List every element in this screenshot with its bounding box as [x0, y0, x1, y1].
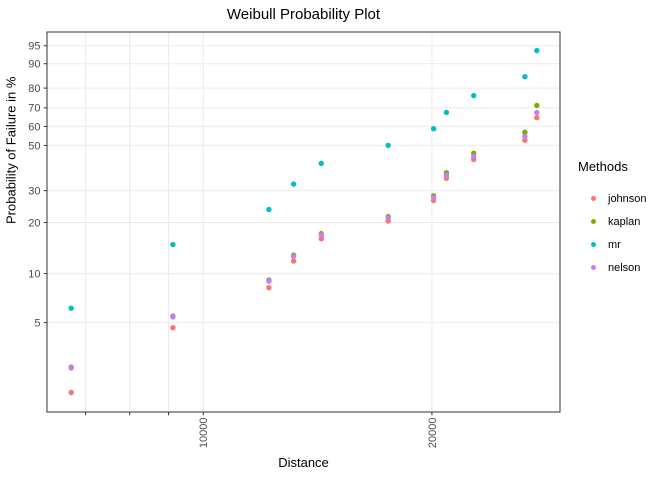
legend-items: johnson kaplan mr nelson	[578, 187, 647, 279]
y-tick-label: 70	[28, 103, 40, 115]
data-point-mr	[318, 160, 324, 167]
y-tick-label: 30	[28, 186, 40, 198]
legend-item-label: nelson	[608, 261, 641, 274]
data-point-mr	[385, 142, 391, 149]
legend-item-kaplan: kaplan	[578, 210, 647, 233]
data-point-nelson	[522, 133, 528, 140]
data-point-mr	[68, 305, 74, 311]
data-point-nelson	[290, 253, 297, 259]
data-point-mr	[471, 92, 477, 99]
data-point-mr	[266, 206, 272, 213]
data-point-nelson	[170, 314, 176, 320]
x-axis-title: Distance	[278, 455, 329, 470]
y-tick-label: 95	[28, 41, 40, 53]
y-tick-label: 20	[28, 217, 40, 229]
legend-item-nelson: nelson	[578, 256, 647, 279]
data-point-johnson	[534, 115, 540, 121]
data-point-mr	[534, 47, 540, 54]
data-point-mr	[522, 74, 528, 80]
legend-item-label: johnson	[608, 192, 647, 205]
x-tick-label: 20000	[427, 418, 439, 449]
data-point-johnson	[68, 389, 74, 396]
legend-item-label: mr	[608, 238, 621, 251]
data-point-johnson	[522, 137, 528, 143]
data-point-nelson	[471, 153, 477, 160]
legend-title: Methods	[578, 159, 628, 174]
data-point-johnson	[290, 258, 297, 264]
legend: Methods johnson kaplan mr nelson	[578, 159, 647, 279]
data-point-johnson	[170, 325, 176, 331]
chart-title: Weibull Probability Plot	[226, 6, 381, 23]
legend-point-icon	[591, 242, 596, 247]
legend-item-johnson: johnson	[578, 187, 647, 210]
data-point-mr	[443, 109, 450, 116]
data-point-nelson	[443, 172, 450, 178]
data-point-johnson	[266, 285, 272, 291]
data-point-nelson	[430, 194, 437, 201]
data-point-nelson	[534, 109, 540, 116]
x-tick-label: 10000	[198, 418, 210, 449]
data-point-mr	[290, 181, 297, 187]
data-point-nelson	[318, 232, 324, 238]
y-tick-label: 5	[34, 318, 40, 330]
data-point-nelson	[68, 365, 74, 371]
legend-item-mr: mr	[578, 233, 647, 256]
y-tick-label: 60	[28, 121, 40, 133]
y-tick-label: 50	[28, 140, 40, 152]
data-point-mr	[430, 126, 437, 132]
y-tick-label: 90	[28, 59, 40, 71]
data-point-kaplan	[534, 102, 540, 109]
legend-item-label: kaplan	[608, 215, 641, 228]
legend-point-icon	[591, 196, 596, 201]
y-tick-label: 80	[28, 83, 40, 95]
panel-border	[46, 31, 561, 413]
data-point-mr	[170, 241, 176, 248]
data-point-kaplan	[522, 129, 528, 135]
legend-point-icon	[591, 265, 596, 270]
data-point-nelson	[385, 215, 391, 221]
y-tick-label: 10	[28, 269, 40, 281]
data-point-johnson	[318, 236, 324, 242]
legend-point-icon	[591, 219, 596, 224]
data-point-nelson	[266, 278, 272, 284]
